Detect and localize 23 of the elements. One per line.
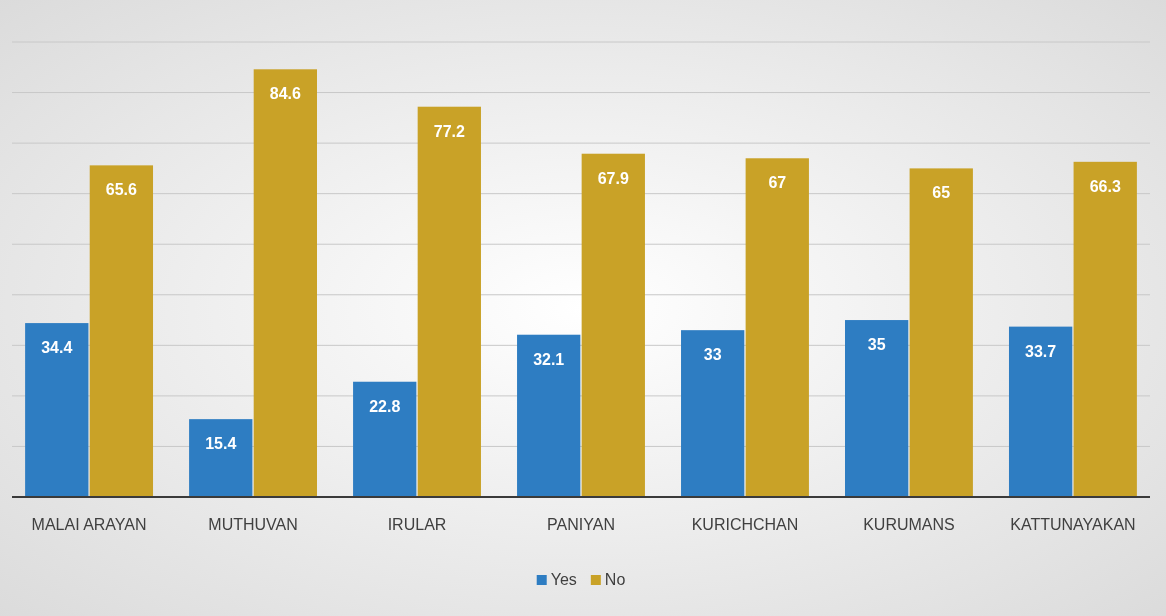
x-tick-label: KATTUNAYAKAN	[1010, 516, 1136, 534]
legend-label: Yes	[550, 571, 577, 588]
legend-label: No	[604, 571, 626, 588]
data-label: 34.4	[41, 339, 73, 357]
data-label: 33.7	[1025, 342, 1057, 360]
data-label: 15.4	[205, 435, 237, 453]
x-tick-label: PANIYAN	[547, 516, 615, 534]
x-tick-label: MUTHUVAN	[208, 516, 298, 534]
data-label: 67	[768, 174, 787, 192]
x-tick-label: MALAI ARAYAN	[31, 516, 147, 534]
data-label: 77.2	[433, 122, 465, 140]
data-label: 84.6	[269, 85, 302, 103]
data-label: 65	[932, 184, 951, 202]
x-tick-label: KURICHCHAN	[691, 516, 799, 534]
data-label: 33	[703, 346, 722, 364]
data-label: 32.1	[533, 350, 565, 368]
x-tick-label: IRULAR	[387, 516, 447, 534]
x-tick-label: KURUMANS	[863, 516, 955, 534]
data-label: 67.9	[597, 169, 629, 187]
data-label: 22.8	[369, 397, 401, 415]
data-label: 35	[867, 336, 886, 354]
data-label: 65.6	[105, 181, 138, 199]
data-label: 66.3	[1089, 177, 1121, 195]
